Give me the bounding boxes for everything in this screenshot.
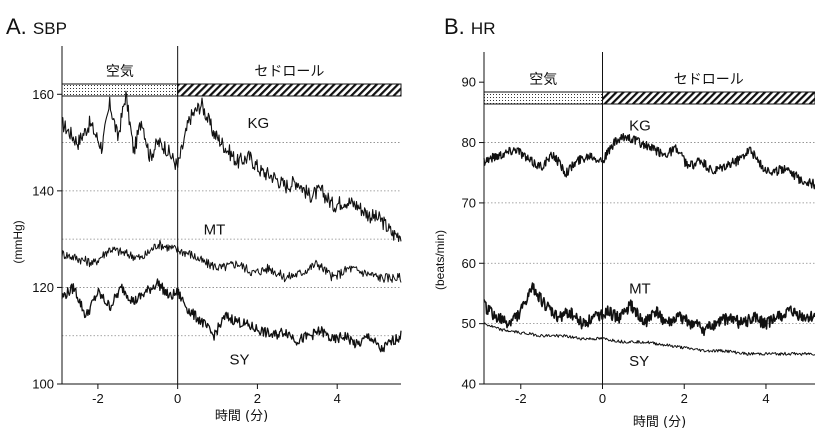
panel-a-ytick-label-2: 140 [32,183,54,198]
panel-b-series-label-mt: MT [629,280,651,297]
panel-b-ylabel: (beats/min) [433,230,447,290]
panel-a-air-bar [61,83,179,97]
panel-a-xtick-label-1: 0 [174,391,181,406]
panel-a-chart: 空気 セドロール 100 120 140 160 -2 0 2 4 (mmHg) 時間 (分) KG MT… [11,46,402,424]
panel-b-series-label-kg: KG [629,117,651,134]
panel-a-title: A. SBP [6,14,67,40]
panel-a-letter: A. [6,14,27,39]
panel-a-xtick-label-0: -2 [92,391,104,406]
panel-a-ylabel: (mmHg) [11,220,25,263]
panel-a-cedrol-label: セドロール [254,64,324,80]
panel-b-name: HR [470,19,496,38]
panel-b-ytick-label-4: 80 [462,135,476,150]
panel-b-xlabel: 時間 (分) [633,415,686,430]
panel-b-xtick-label-1: 0 [599,391,606,406]
panel-b-ytick-label-1: 50 [462,316,476,331]
panel-b-series-label-sy: SY [629,353,649,370]
panel-b-xtick-label-3: 4 [762,391,769,406]
panel-a-xlabel: 時間 (分) [215,409,268,424]
panel-b-xtick-label-2: 2 [681,391,688,406]
panel-a-series-label-kg: KG [247,115,269,132]
panel-a-name: SBP [32,19,67,38]
panel-a-series-mt [61,239,402,283]
panel-a-series-sy [61,278,402,353]
panel-a-xtick-label-2: 2 [254,391,261,406]
panel-a-ytick-label-0: 100 [32,377,54,392]
panel-a-air-label: 空気 [106,64,134,80]
panel-b-title: B. HR [444,14,495,40]
panel-b-cedrol-label: セドロール [674,72,744,88]
panel-b-air-label: 空気 [529,72,557,88]
panel-b-ytick-label-5: 90 [462,75,476,90]
panel-b-cedrol-bar [602,91,815,105]
panel-b-series-kg [483,132,815,190]
panel-a-ytick-label-3: 160 [32,87,54,102]
panel-b-series-mt [483,282,815,337]
panel-b-ytick-label-2: 60 [462,256,476,271]
panel-b-ytick-label-0: 40 [462,377,476,392]
panel-a-series-kg [61,90,402,242]
panel-b-chart: 空気 セドロール 40 50 60 70 80 90 -2 0 2 4 (beats/min) 時間 (分… [433,52,815,430]
panel-a-xtick-label-3: 4 [334,391,341,406]
panel-b-letter: B. [444,14,465,39]
panel-a-series-label-sy: SY [230,352,250,369]
panel-b-air-bar [483,91,604,105]
panel-b-ytick-label-3: 70 [462,195,476,210]
panel-a-series-label-mt: MT [204,221,226,238]
panel-b-xtick-label-0: -2 [515,391,527,406]
panel-a-ytick-label-1: 120 [32,280,54,295]
panel-a-cedrol-bar [177,83,402,97]
panel-b-series-sy [483,322,815,356]
